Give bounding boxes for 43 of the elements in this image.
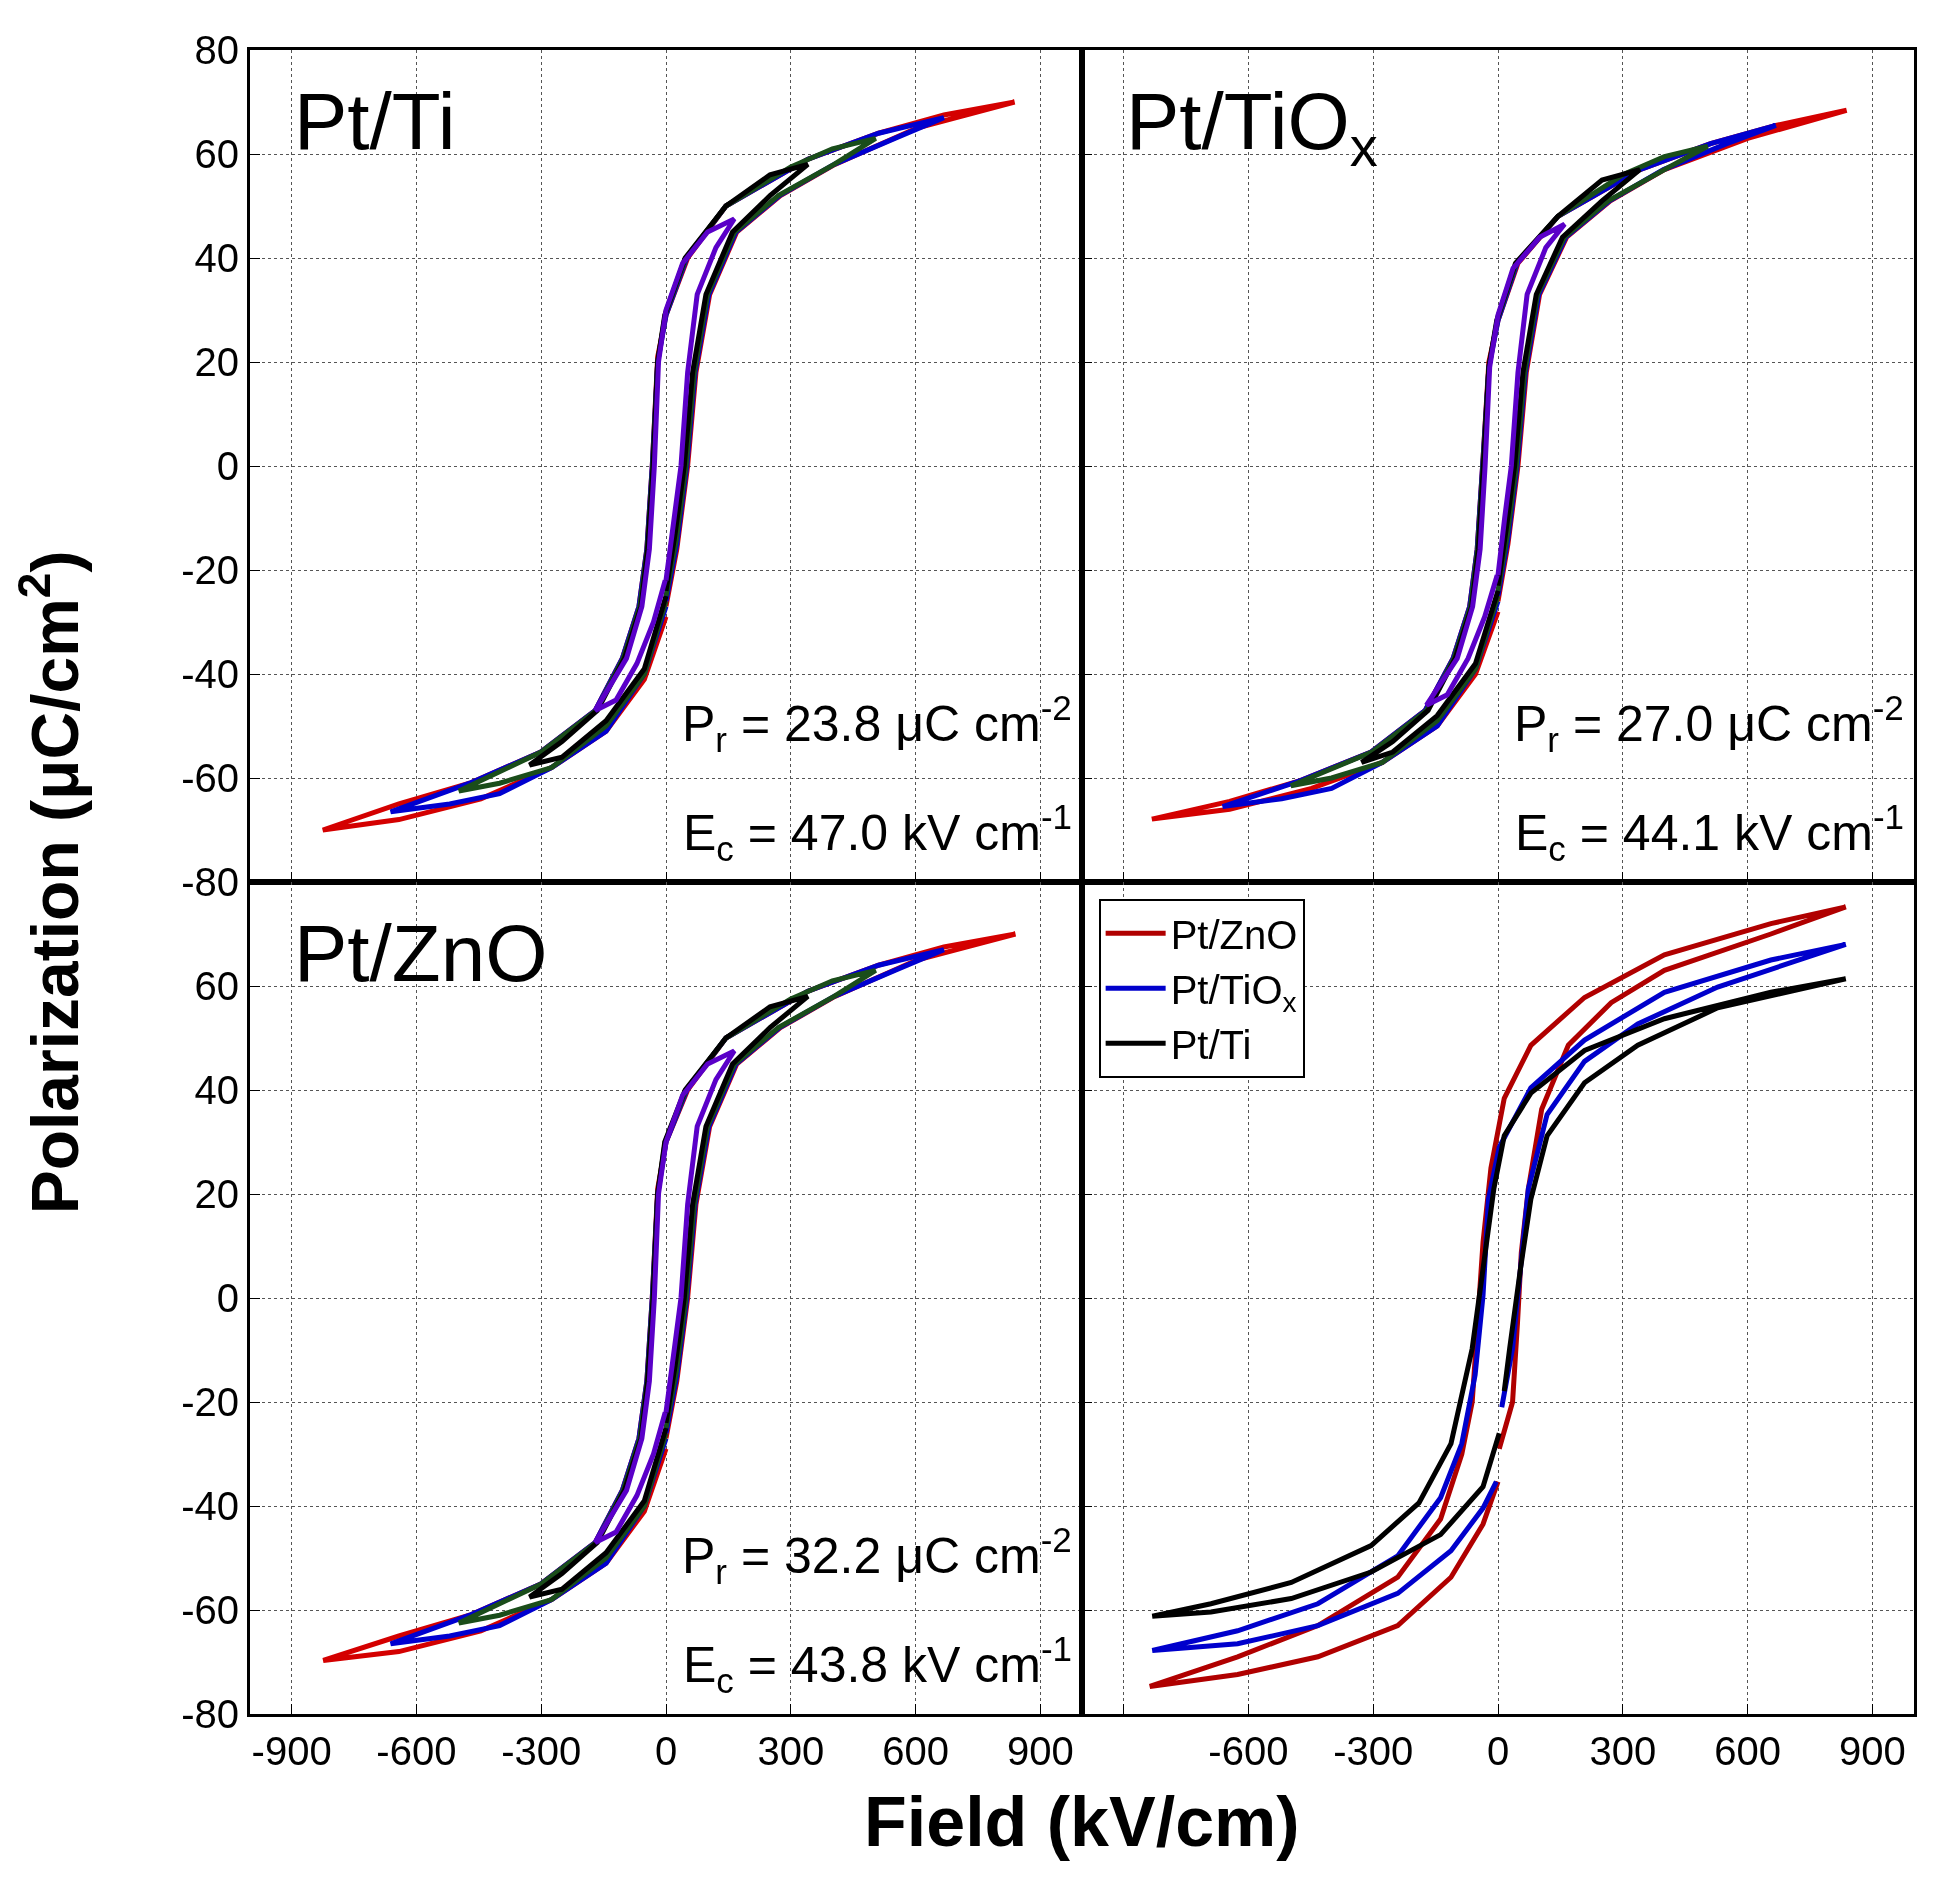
y-tick-label: -60 bbox=[181, 756, 239, 800]
x-tick-label: -600 bbox=[376, 1729, 457, 1773]
legend-label: Pt/ZnO bbox=[1170, 912, 1298, 957]
annotation: E$_{c}$ = 47.0 kV cm$^{-1}$ bbox=[683, 797, 1073, 868]
y-tick-label: -80 bbox=[181, 1692, 239, 1736]
x-tick-label: 0 bbox=[654, 1729, 678, 1773]
x-tick-label: -600 bbox=[1208, 1729, 1289, 1773]
annotation: P$_{r}$ = 32.2 μC cm$^{-2}$ bbox=[682, 1520, 1072, 1591]
y-tick-label: -40 bbox=[181, 1484, 239, 1528]
chart-title: Pt/ZnO bbox=[294, 909, 548, 998]
y-tick-label: 40 bbox=[194, 236, 239, 280]
annotation: E$_{c}$ = 44.1 kV cm$^{-1}$ bbox=[1515, 797, 1905, 868]
annotation: P$_{r}$ = 23.8 μC cm$^{-2}$ bbox=[682, 688, 1072, 759]
x-tick-label: 0 bbox=[1486, 1729, 1510, 1773]
x-tick-label: 600 bbox=[1714, 1729, 1781, 1773]
y-tick-label: 80 bbox=[194, 28, 239, 72]
x-tick-label: -900 bbox=[251, 1729, 332, 1773]
y-tick-label: 60 bbox=[194, 964, 239, 1008]
y-tick-label: 60 bbox=[194, 132, 239, 176]
y-tick-label: 40 bbox=[194, 1068, 239, 1112]
x-tick-label: 900 bbox=[1839, 1729, 1906, 1773]
legend-label: Pt/TiO$_{x}$ bbox=[1170, 967, 1297, 1019]
y-tick-label: 0 bbox=[216, 444, 239, 488]
x-tick-label: 600 bbox=[882, 1729, 949, 1773]
x-tick-label: 900 bbox=[1007, 1729, 1074, 1773]
annotation: E$_{c}$ = 43.8 kV cm$^{-1}$ bbox=[683, 1629, 1073, 1700]
y-tick-label: 0 bbox=[216, 1276, 239, 1320]
chart-title: Pt/TiO$_{x}$ bbox=[1126, 77, 1378, 178]
y-tick-label: -20 bbox=[181, 1380, 239, 1424]
y-tick-label: 20 bbox=[194, 340, 239, 384]
y-tick-label: 20 bbox=[194, 1172, 239, 1216]
x-axis-title: Field (kV/cm) bbox=[864, 1783, 1300, 1861]
chart-title: Pt/Ti bbox=[294, 77, 456, 166]
x-tick-label: -300 bbox=[1333, 1729, 1414, 1773]
y-tick-label: -40 bbox=[181, 652, 239, 696]
y-tick-label: -80 bbox=[181, 860, 239, 904]
y-tick-label: -20 bbox=[181, 548, 239, 592]
legend-label: Pt/Ti bbox=[1170, 1022, 1252, 1067]
annotation: P$_{r}$ = 27.0 μC cm$^{-2}$ bbox=[1514, 688, 1904, 759]
x-tick-label: 300 bbox=[1589, 1729, 1657, 1773]
y-tick-label: -60 bbox=[181, 1588, 239, 1632]
x-tick-label: -300 bbox=[501, 1729, 582, 1773]
x-tick-label: 300 bbox=[757, 1729, 825, 1773]
